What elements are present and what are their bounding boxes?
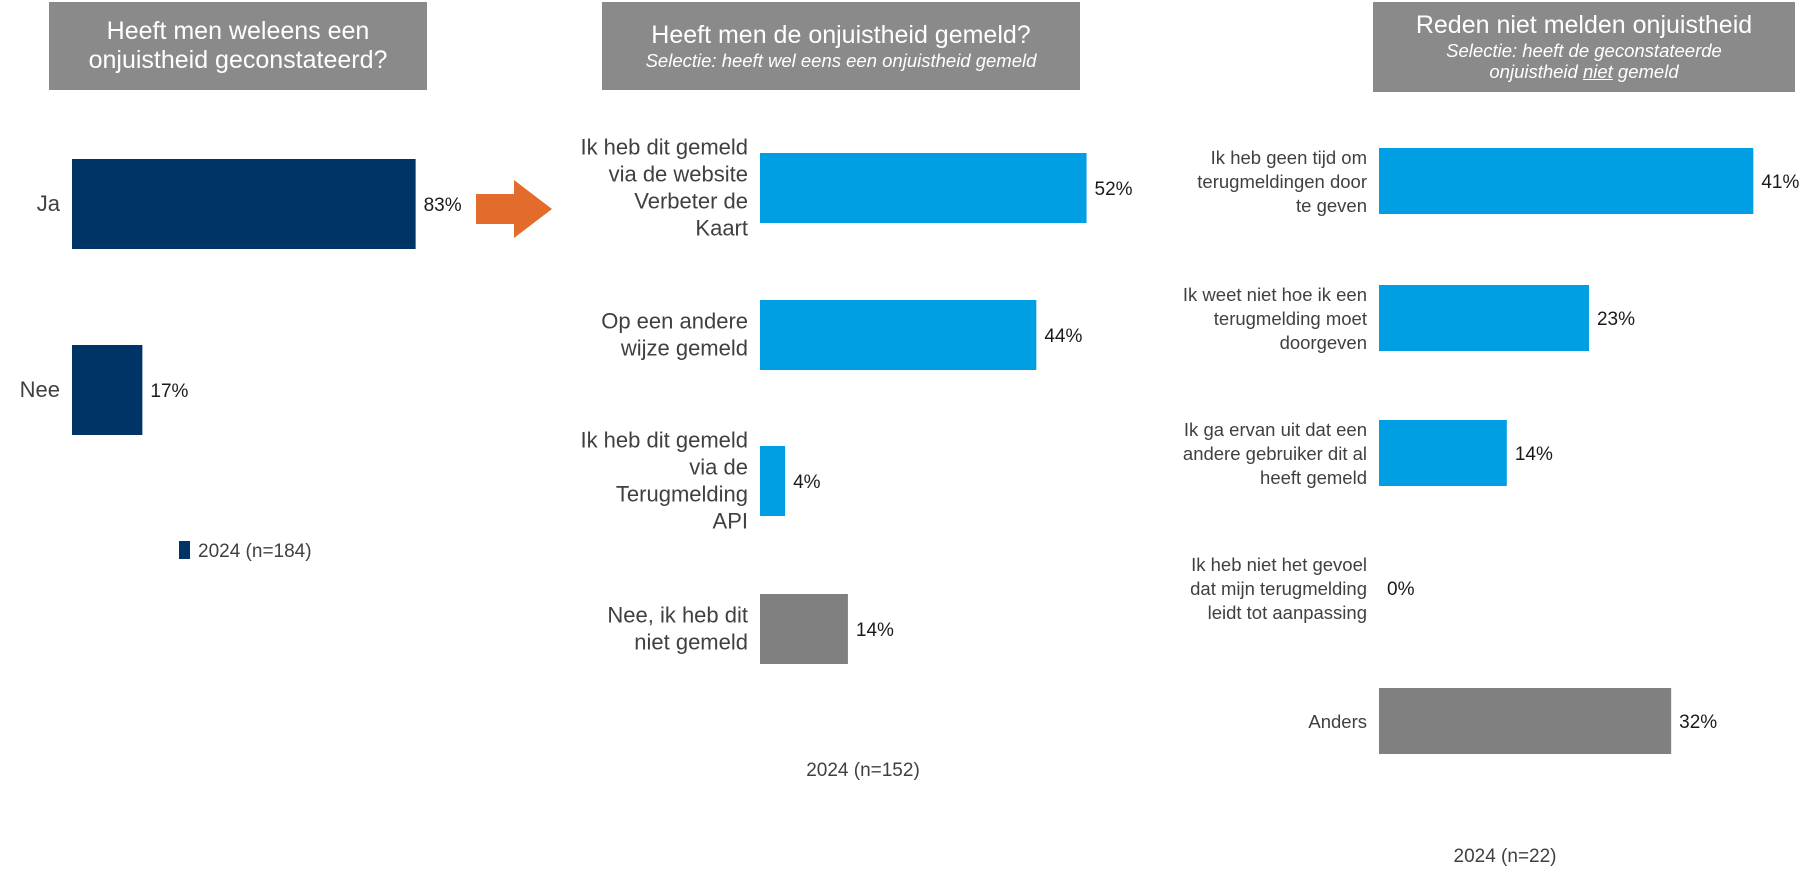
panel1-title: Heeft men weleens een onjuistheid gecons…	[88, 17, 388, 74]
arrow-right-icon	[476, 180, 552, 238]
bar	[1379, 285, 1589, 351]
category-label: Ik ga ervan uit dat een andere gebruiker …	[1183, 419, 1367, 488]
value-label: 83%	[424, 195, 462, 216]
value-label: 32%	[1679, 712, 1717, 733]
bar	[760, 300, 1037, 370]
value-label: 4%	[793, 472, 821, 493]
panel3-subtitle-start: Selectie: heeft de geconstateerde onjuis…	[1446, 40, 1722, 83]
panel2-subtitle: Selectie: heeft wel eens een onjuistheid…	[645, 49, 1037, 71]
panel3-header: Reden niet melden onjuistheid Selectie: …	[1373, 2, 1795, 92]
panel2-title: Heeft men de onjuistheid gemeld?	[651, 20, 1031, 49]
category-label: Ik heb geen tijd om terugmeldingen door te…	[1197, 147, 1367, 216]
legend-swatch	[179, 541, 190, 559]
category-label: Anders	[1308, 711, 1367, 732]
panel1-header: Heeft men weleens een onjuistheid gecons…	[49, 2, 427, 90]
category-label: Ja	[37, 191, 61, 216]
value-label: 23%	[1597, 309, 1635, 330]
chart1: 83% Ja 17% Nee	[20, 159, 462, 435]
value-label: 0%	[1387, 579, 1415, 600]
panel2-footnote: 2024 (n=152)	[806, 760, 920, 781]
value-label: 14%	[1515, 444, 1553, 465]
value-label: 52%	[1095, 179, 1133, 200]
bar	[1379, 688, 1672, 754]
bar	[72, 159, 416, 249]
category-label: Ik weet niet hoe ik een terugmelding moet…	[1183, 284, 1367, 353]
panel3-title: Reden niet melden onjuistheid	[1415, 11, 1753, 40]
category-label: Nee	[20, 377, 60, 402]
bar	[1379, 420, 1507, 486]
chart2: 52% Ik heb dit gemeld via de website Verbet…	[580, 135, 1133, 664]
legend-label: 2024 (n=184)	[198, 541, 312, 562]
panel2-header: Heeft men de onjuistheid gemeld? Selecti…	[602, 2, 1080, 90]
bar	[72, 345, 143, 435]
panel3-subtitle-end: gemeld	[1612, 61, 1679, 83]
value-label: 17%	[150, 381, 188, 402]
value-label: 14%	[856, 620, 894, 641]
value-label: 41%	[1761, 172, 1799, 193]
category-label: Ik heb dit gemeld via de website Verbeter …	[580, 135, 748, 241]
panel3-footnote: 2024 (n=22)	[1454, 846, 1557, 867]
category-label: Ik heb niet het gevoel dat mijn terugmeld…	[1190, 554, 1367, 623]
panel3-subtitle: Selectie: heeft de geconstateerde onjuis…	[1414, 40, 1754, 83]
category-label: Nee, ik heb dit niet gemeld	[607, 603, 748, 655]
chart3: 41% Ik heb geen tijd om terugmeldingen doo…	[1183, 147, 1799, 754]
category-label: Ik heb dit gemeld via de Terugmelding API	[580, 428, 748, 534]
value-label: 44%	[1044, 326, 1082, 347]
category-label: Op een andere wijze gemeld	[601, 309, 748, 361]
bar	[1379, 148, 1754, 214]
bar	[760, 594, 848, 664]
bar	[760, 446, 786, 516]
panel3-subtitle-underlined: niet	[1582, 61, 1613, 83]
bar	[760, 153, 1087, 223]
